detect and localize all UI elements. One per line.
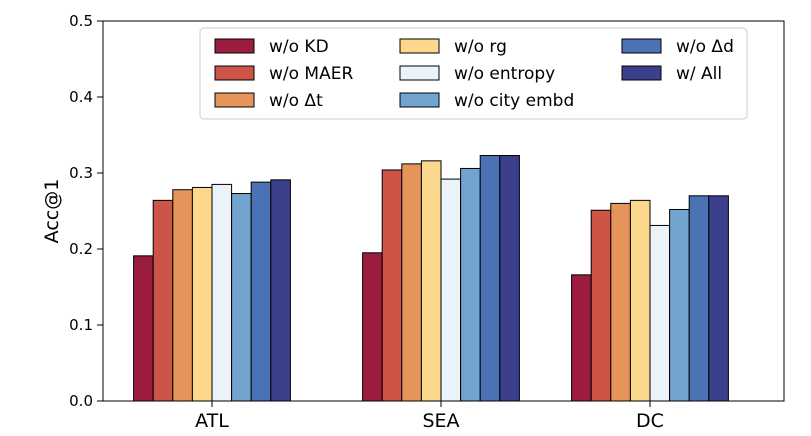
y-tick-label: 0.2 [69,240,93,258]
bar [479,155,501,402]
bar [688,195,710,402]
legend-label: w/o rg [454,37,507,57]
bar [381,169,403,402]
bar [590,209,612,402]
bar [610,202,631,402]
bar [231,193,252,402]
legend-swatch [399,92,440,108]
y-tick-label: 0.1 [69,316,93,334]
plot-frame [102,20,785,402]
bar [152,199,174,402]
legend-label: w/o KD [269,37,329,57]
legend-swatch [399,38,440,54]
legend-label: w/o Δd [676,37,734,57]
legend-swatch [399,65,440,81]
y-axis-label: Acc@1 [41,179,63,244]
legend-label: w/o Δt [269,91,323,111]
legend-swatch [214,38,255,54]
bar [250,181,272,402]
bar [460,167,481,402]
x-tick-label: DC [636,410,664,432]
legend-label: w/o entropy [454,64,555,84]
y-tick-label: 0.4 [69,88,93,106]
x-tick-label: ATL [195,410,229,432]
bar [649,224,671,402]
legend-swatch [214,92,255,108]
legend-swatch [621,38,662,54]
bar [629,199,651,402]
bar [669,208,690,402]
bar [133,255,154,402]
bar [270,179,291,402]
bar [708,195,729,402]
y-tick-label: 0.0 [69,392,93,410]
legend-label: w/ All [676,64,722,84]
bars-layer [133,155,729,402]
legend-label: w/o MAER [269,64,353,84]
bar [420,160,442,402]
bar [499,155,520,402]
legend-swatch [621,65,662,81]
legend-frame [199,27,748,120]
y-tick-label: 0.3 [69,164,93,182]
legend-label: w/o city embd [454,91,574,111]
x-axis: ATL SEA DC [195,401,664,432]
bar [211,183,233,402]
y-tick-label: 0.5 [69,12,93,30]
y-axis: 0.0 0.1 0.2 0.3 0.4 0.5 [69,12,103,410]
bar [362,252,383,402]
bar [440,178,462,402]
bar [571,274,592,402]
bar [191,186,213,402]
x-tick-label: SEA [422,410,459,432]
legend-swatch [214,65,255,81]
legend: w/o KD w/o MAER w/o Δt w/o rg w/o entropy w/o… [199,27,748,120]
bar [401,163,422,402]
bar [172,189,193,402]
